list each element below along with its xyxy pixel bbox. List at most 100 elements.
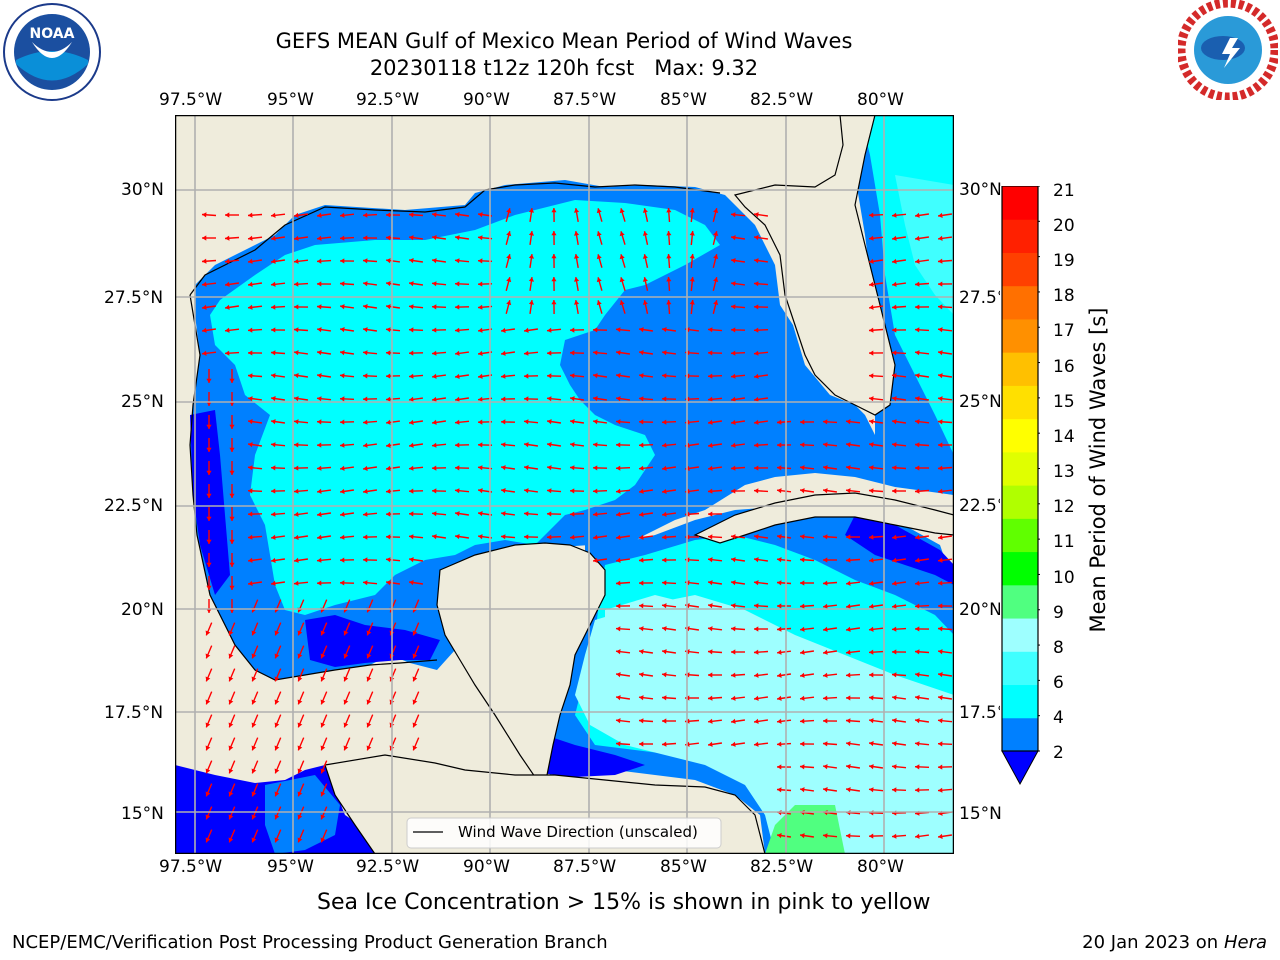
cbar-tick-6: 16 xyxy=(1053,357,1075,377)
wind-arrow-head xyxy=(228,791,234,797)
colorbar-band xyxy=(1002,385,1038,420)
wind-arrow-head xyxy=(639,327,644,333)
wind-arrow-head xyxy=(363,235,368,241)
cbar-tick-15: 6 xyxy=(1053,673,1064,693)
wind-arrow-head xyxy=(294,212,299,218)
wind-arrow-head xyxy=(274,630,280,636)
wind-arrow-head xyxy=(317,557,322,563)
wind-arrow-head xyxy=(869,649,874,655)
wind-arrow-head xyxy=(616,672,621,678)
wind-arrow-head xyxy=(501,350,506,356)
wind-arrow-head xyxy=(317,465,322,471)
wind-arrow-head xyxy=(478,373,483,379)
wind-arrow-head xyxy=(547,327,552,333)
yucatan-land xyxy=(436,542,606,778)
wind-arrow-head xyxy=(409,465,414,471)
wind-arrow-head xyxy=(294,396,299,402)
wind-arrow-head xyxy=(846,626,851,632)
wind-arrow-head xyxy=(915,465,920,471)
wind-arrow-head xyxy=(666,254,672,259)
wind-arrow-head xyxy=(915,833,920,839)
wind-arrow-head xyxy=(294,557,299,563)
wind-arrow-head xyxy=(455,396,460,402)
colorbar-band xyxy=(1002,584,1038,619)
wind-arrow-head xyxy=(271,304,276,310)
wind-arrow-head xyxy=(823,488,828,494)
wind-arrow-head xyxy=(340,511,345,517)
wind-arrow-head xyxy=(528,254,534,259)
wind-arrow-head xyxy=(366,699,372,705)
wind-arrow-head xyxy=(846,718,851,724)
wind-arrow-head xyxy=(340,327,345,333)
wind-arrow-head xyxy=(271,396,276,402)
wind-arrow-head xyxy=(317,534,322,540)
wind-arrow-head xyxy=(248,419,253,425)
wind-arrow-head xyxy=(274,676,280,682)
wind-arrow-head xyxy=(938,373,943,379)
wind-arrow-head xyxy=(363,534,368,540)
colorbar-band xyxy=(1002,352,1038,386)
wind-arrow-head xyxy=(869,281,874,287)
wind-arrow-head xyxy=(317,235,322,241)
colorbar-band xyxy=(1002,551,1038,586)
wind-arrow-head xyxy=(501,419,506,425)
wind-arrow-head xyxy=(363,327,368,333)
wind-arrow-head xyxy=(271,419,276,425)
wind-arrow-head xyxy=(616,511,621,517)
footer-left: NCEP/EMC/Verification Post Processing Pr… xyxy=(12,932,608,953)
wind-arrow-head xyxy=(800,557,805,563)
wind-arrow-head xyxy=(708,442,713,448)
wind-arrow-head xyxy=(366,722,372,728)
y-tick-left-1: 30°N xyxy=(121,180,164,200)
wind-arrow-head xyxy=(915,327,920,333)
wind-arrow-head xyxy=(777,580,782,586)
wind-arrow-head xyxy=(206,585,212,590)
wind-arrow-head xyxy=(708,327,713,333)
wind-arrow-head xyxy=(317,580,322,586)
wind-arrow-head xyxy=(524,534,529,540)
wind-arrow-head xyxy=(800,764,805,770)
wind-arrow-head xyxy=(317,304,322,310)
wind-arrow-head xyxy=(892,833,897,839)
wind-arrow-head xyxy=(708,718,713,724)
wind-arrow-head xyxy=(938,465,943,471)
wind-arrow-head xyxy=(616,327,621,333)
wind-arrow-head xyxy=(343,745,349,751)
wind-arrow-head xyxy=(228,630,234,636)
wind-arrow-head xyxy=(317,419,322,425)
wind-arrow-head xyxy=(708,465,713,471)
wind-arrow-head xyxy=(386,580,391,586)
wind-arrow-head xyxy=(642,254,648,259)
wind-arrow-head xyxy=(363,304,368,310)
wind-arrow-head xyxy=(432,534,437,540)
cbar-tick-16: 4 xyxy=(1053,708,1064,728)
colorbar-band xyxy=(1002,485,1038,519)
wind-arrow-head xyxy=(343,676,349,682)
wind-arrow-head xyxy=(297,722,303,728)
wind-arrow-head xyxy=(228,768,234,774)
wind-arrow-head xyxy=(915,557,920,563)
wind-arrow-head xyxy=(754,649,759,655)
wind-arrow-head xyxy=(412,630,418,636)
wind-arrow-head xyxy=(713,231,719,236)
x-tick-bottom-4: 90°W xyxy=(463,857,510,877)
wind-arrow-head xyxy=(547,534,552,540)
wind-arrow-head xyxy=(639,718,644,724)
wind-arrow-head xyxy=(432,350,437,356)
wind-arrow-head xyxy=(823,741,828,747)
us-coast xyxy=(189,182,721,296)
wind-arrow-head xyxy=(409,212,414,218)
wind-arrow-head xyxy=(777,672,782,678)
wind-arrow-head xyxy=(432,373,437,379)
wind-arrow-head xyxy=(892,442,897,448)
wind-arrow-head xyxy=(340,258,345,264)
wind-arrow-head xyxy=(547,373,552,379)
wind-arrow-head xyxy=(294,281,299,287)
wind-arrow-head xyxy=(432,304,437,310)
wind-arrow-head xyxy=(501,534,506,540)
wind-arrow-head xyxy=(662,718,667,724)
wind-arrow-head xyxy=(248,212,253,218)
wind-arrow-head xyxy=(202,327,207,333)
wind-arrow-head xyxy=(317,281,322,287)
wind-arrow-head xyxy=(551,300,557,305)
